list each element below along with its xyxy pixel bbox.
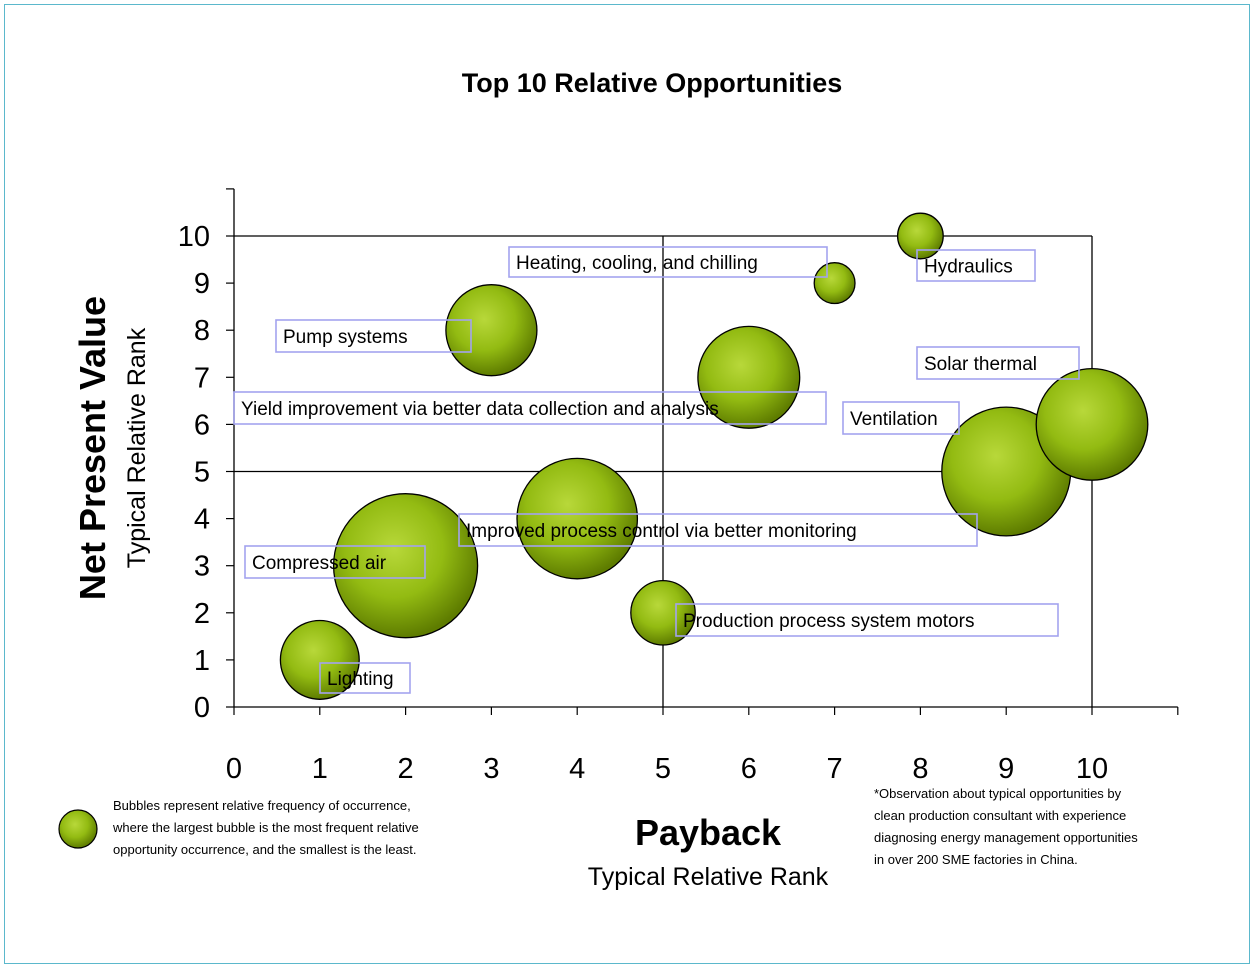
x-tick-label: 2	[398, 753, 414, 785]
data-label: Pump systems	[283, 327, 408, 348]
bubbles	[279, 212, 1149, 700]
data-label-box	[458, 513, 978, 547]
bubble	[630, 579, 696, 646]
footnote-line-1: *Observation about typical opportunities…	[874, 786, 1122, 801]
y-axis-title: Net Present Value	[72, 296, 113, 600]
x-axis-subtitle: Typical Relative Rank	[588, 863, 829, 891]
y-tick-label: 4	[194, 504, 210, 536]
bubble	[445, 284, 538, 377]
legend-bubble-icon	[58, 809, 98, 849]
x-tick-label: 5	[655, 753, 671, 785]
data-label-box	[508, 246, 828, 278]
data-label: Solar thermal	[924, 354, 1037, 375]
bubble	[813, 262, 856, 305]
x-tick-label: 1	[312, 753, 328, 785]
x-tick-label: 4	[569, 753, 585, 785]
data-label-box	[675, 603, 1059, 637]
data-label-box	[916, 249, 1036, 282]
bubble	[516, 457, 639, 580]
data-label-box	[244, 545, 426, 579]
x-tick-label: 0	[226, 753, 242, 785]
legend-note-line-3: opportunity occurrence, and the smallest…	[113, 842, 417, 857]
y-tick-label: 8	[194, 315, 210, 347]
chart-title: Top 10 Relative Opportunities	[462, 68, 843, 98]
bubble	[279, 619, 360, 700]
x-tick-label: 10	[1076, 753, 1108, 785]
data-labels: Lighting Compressed air Pump systems Improv…	[233, 246, 1080, 694]
bubble	[332, 493, 479, 639]
data-label: Lighting	[327, 669, 394, 690]
x-tick-label: 6	[741, 753, 757, 785]
y-tick-label: 3	[194, 551, 210, 583]
x-tick-label: 9	[998, 753, 1014, 785]
x-axis-title: Payback	[635, 812, 782, 853]
data-label: Hydraulics	[924, 257, 1013, 278]
data-label: Ventilation	[850, 409, 938, 430]
y-tick-label: 10	[178, 221, 210, 253]
footnote-line-4: in over 200 SME factories in China.	[874, 852, 1078, 867]
data-label-box	[233, 391, 827, 425]
data-label: Yield improvement via better data collec…	[241, 399, 719, 420]
y-tick-label: 9	[194, 268, 210, 300]
y-tick-label: 6	[194, 409, 210, 441]
data-label-box	[319, 662, 411, 694]
y-axis-subtitle: Typical Relative Rank	[123, 327, 151, 568]
data-label-box	[275, 319, 472, 353]
y-tick-label: 0	[194, 692, 210, 724]
bubble	[697, 325, 801, 429]
x-tick-label: 8	[912, 753, 928, 785]
legend-note-line-1: Bubbles represent relative frequency of …	[113, 798, 411, 813]
data-label-box	[916, 346, 1080, 380]
y-tick-label: 5	[194, 457, 210, 489]
x-tick-label: 3	[483, 753, 499, 785]
data-label: Improved process control via better moni…	[466, 521, 857, 542]
data-label: Compressed air	[252, 553, 387, 574]
bubble	[1035, 367, 1149, 481]
data-label: Heating, cooling, and chilling	[516, 253, 758, 274]
y-tick-label: 2	[194, 598, 210, 630]
y-tick-label: 7	[194, 362, 210, 394]
axes: 0 1 2 3 4 5 6 7 8 9 10 0 1 2 3 4 5 6 7 8 9 10	[178, 188, 1179, 785]
y-tick-label: 1	[194, 645, 210, 677]
data-label-box	[842, 401, 960, 435]
footnote-line-2: clean production consultant with experie…	[874, 808, 1126, 823]
bubble	[896, 212, 944, 260]
x-tick-label: 7	[827, 753, 843, 785]
footnote-line-3: diagnosing energy management opportuniti…	[874, 830, 1138, 845]
data-label: Production process system motors	[683, 611, 974, 632]
legend-note-line-2: where the largest bubble is the most fre…	[112, 820, 419, 835]
